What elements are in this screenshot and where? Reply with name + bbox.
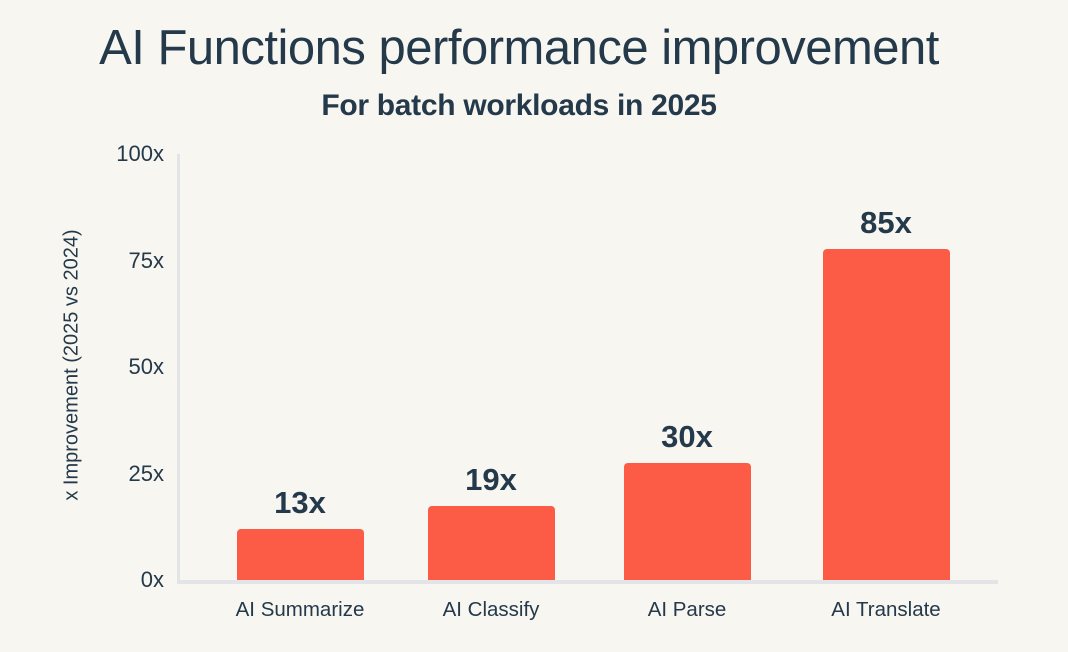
y-tick-label: 75x: [128, 247, 164, 273]
bar-value-label: 13x: [274, 485, 326, 521]
bar: [822, 248, 950, 580]
bar-value-label: 85x: [860, 204, 912, 240]
bar: [427, 505, 555, 580]
chart-title: AI Functions performance improvement: [99, 21, 939, 75]
x-axis-line: [177, 580, 998, 584]
bar-value-label: 19x: [465, 461, 517, 497]
y-tick-label: 25x: [128, 460, 164, 486]
chart-subtitle: For batch workloads in 2025: [321, 89, 717, 122]
y-tick-label: 0x: [140, 567, 164, 592]
category-label: AI Summarize: [235, 598, 365, 621]
bar: [623, 463, 751, 580]
category-label: AI Translate: [831, 598, 941, 621]
category-label: AI Classify: [442, 598, 540, 621]
y-tick-label: 50x: [128, 354, 164, 379]
y-tick-label: 100x: [116, 141, 164, 166]
category-label: AI Parse: [647, 598, 727, 621]
bar: [236, 529, 364, 580]
bar-value-label: 30x: [661, 419, 713, 454]
y-axis-line: [177, 154, 180, 583]
